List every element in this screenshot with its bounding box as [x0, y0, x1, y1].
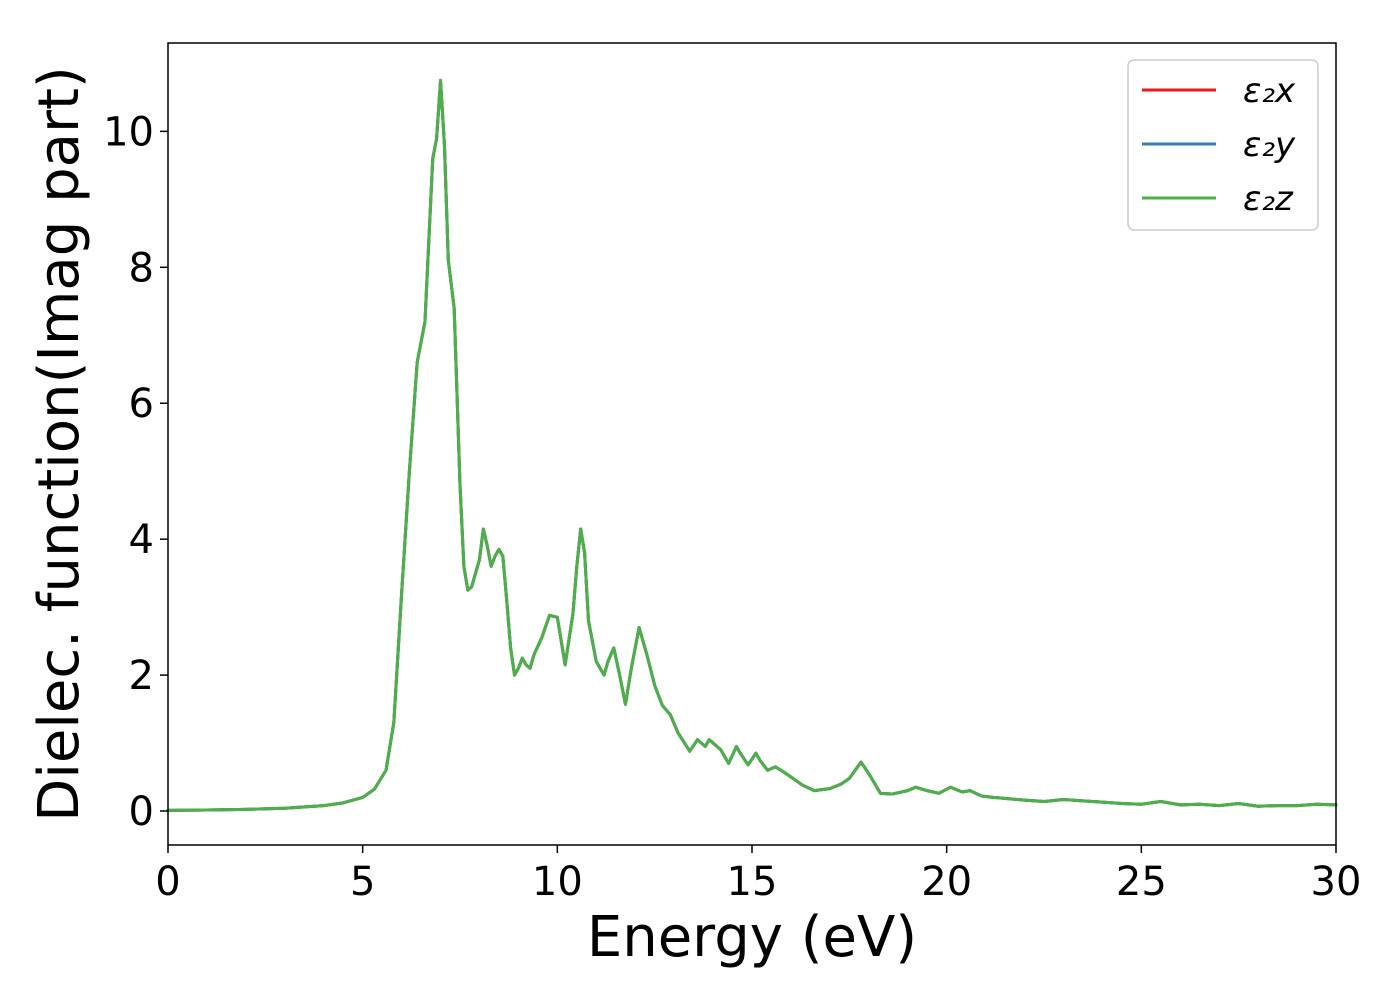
legend-items: ε₂x ε₂y ε₂z	[1142, 71, 1296, 219]
x-tick-label: 25	[1116, 859, 1167, 905]
x-tick-label: 20	[921, 859, 972, 905]
x-axis: 0 5 10 15 20 25 30	[155, 845, 1361, 905]
x-tick-label: 30	[1311, 859, 1362, 905]
y-tick-label: 2	[129, 653, 154, 699]
x-axis-title: Energy (eV)	[587, 905, 917, 970]
series-line-3	[166, 78, 1338, 812]
legend-label-2: ε₂y	[1243, 125, 1296, 165]
legend-label-1: ε₂x	[1243, 71, 1296, 111]
x-tick-label: 15	[727, 859, 778, 905]
x-tick-label: 10	[532, 859, 583, 905]
y-tick-label: 4	[129, 517, 154, 563]
y-tick-label: 10	[103, 109, 154, 155]
y-tick-label: 0	[129, 789, 154, 835]
legend-label-3: ε₂z	[1243, 179, 1294, 219]
legend-box	[1127, 59, 1319, 231]
legend: ε₂x ε₂y ε₂z	[1127, 59, 1319, 231]
y-axis: 0 2 4 6 8 10	[103, 109, 168, 835]
y-tick-label: 8	[129, 245, 154, 291]
series-layer	[166, 78, 1338, 812]
x-tick-label: 5	[350, 859, 375, 905]
x-tick-label: 0	[155, 859, 180, 905]
y-axis-title: Dielec. function(Imag part)	[27, 66, 92, 822]
y-tick-label: 6	[129, 381, 154, 427]
